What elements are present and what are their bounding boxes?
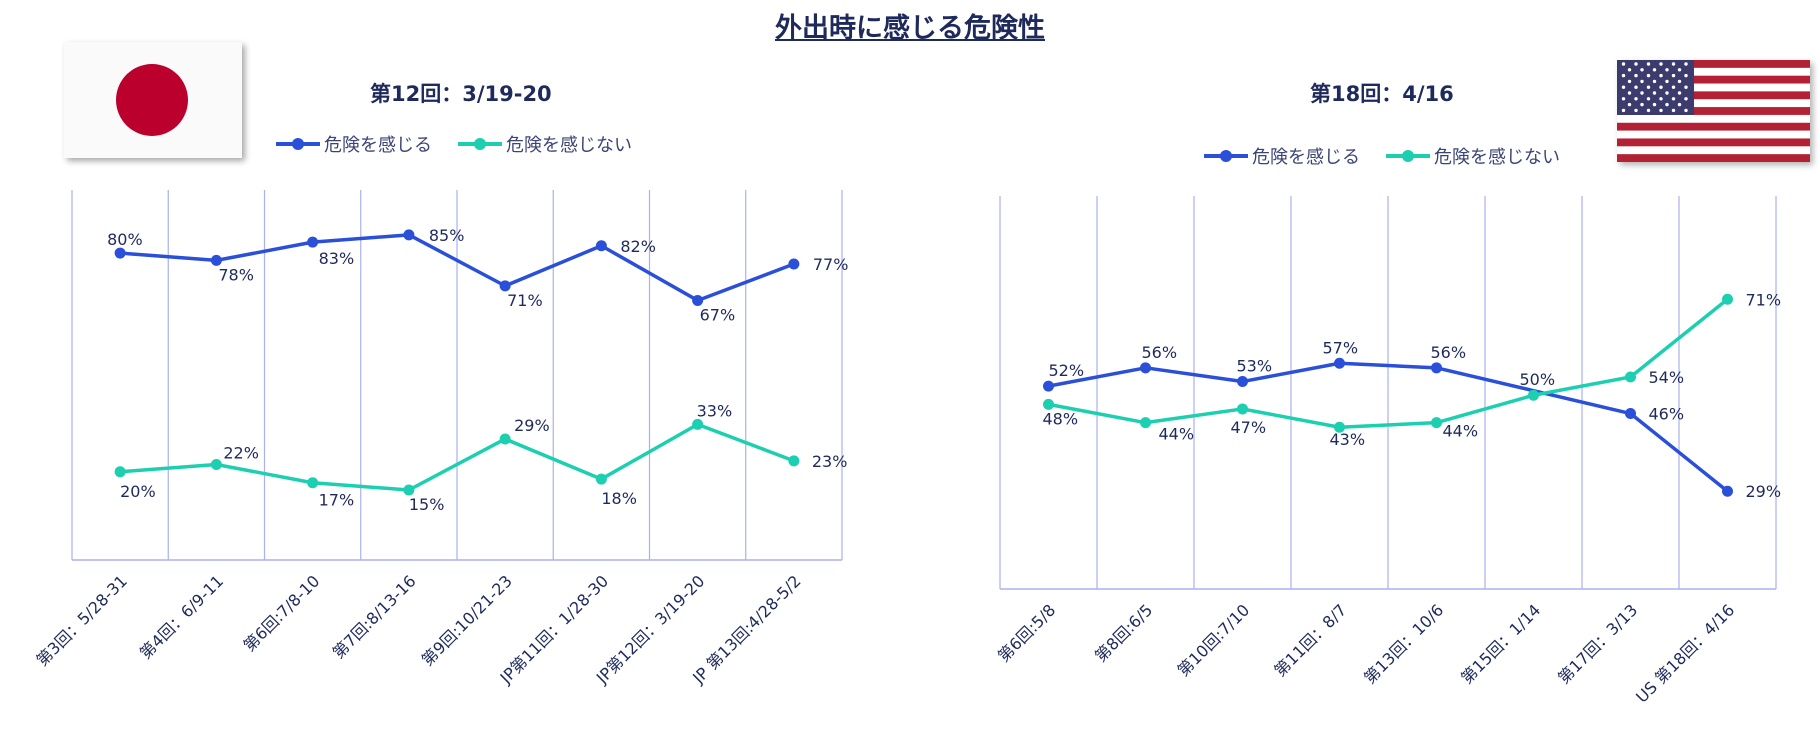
data-label: 71% — [507, 291, 543, 310]
data-label: 80% — [107, 230, 143, 249]
data-label: 56% — [1142, 343, 1178, 362]
data-point — [1140, 417, 1151, 429]
data-point — [1722, 485, 1733, 497]
x-tick-label: US 第18回：4/16 — [1632, 600, 1738, 706]
legend-item-no-danger: 危険を感じない — [1386, 143, 1560, 169]
legend-us: 危険を感じる 危険を感じない — [1204, 143, 1586, 169]
data-point — [403, 229, 415, 241]
data-point — [114, 247, 126, 259]
data-label: 85% — [429, 226, 465, 245]
data-label: 53% — [1237, 357, 1273, 376]
data-point — [1625, 371, 1636, 383]
data-point — [210, 254, 222, 266]
data-label: 83% — [319, 249, 355, 268]
data-label: 15% — [409, 495, 445, 514]
main-title: 外出時に感じる危険性 — [775, 13, 1045, 44]
legend-item-danger: 危険を感じる — [276, 131, 432, 157]
data-point — [788, 258, 800, 270]
legend-label-danger: 危険を感じる — [324, 135, 432, 156]
data-point — [499, 433, 511, 445]
legend-label-no-danger: 危険を感じない — [506, 135, 632, 156]
x-tick-label: 第8回:6/5 — [1091, 600, 1156, 665]
data-point — [210, 458, 222, 470]
series-line-no-danger — [1048, 297, 1729, 429]
x-tick-label: 第6回:5/8 — [994, 600, 1059, 665]
data-label: 18% — [601, 489, 637, 508]
x-tick-label: 第17回：3/13 — [1554, 600, 1641, 687]
legend-swatch-danger — [1204, 150, 1248, 162]
data-label: 77% — [813, 255, 849, 274]
data-label: 33% — [697, 401, 733, 420]
data-point — [1334, 357, 1345, 369]
data-point — [1431, 417, 1442, 429]
legend-swatch-no-danger — [1386, 150, 1430, 162]
legend-swatch-no-danger — [458, 138, 502, 150]
x-tick-label: 第15回：1/14 — [1457, 600, 1544, 687]
japan-flag-icon — [64, 42, 242, 158]
legend-swatch-danger — [276, 138, 320, 150]
data-point — [1237, 403, 1248, 415]
legend-label-no-danger: 危険を感じない — [1434, 147, 1560, 168]
data-point — [1625, 408, 1636, 420]
legend-item-danger: 危険を感じる — [1204, 143, 1360, 169]
data-label: 17% — [319, 491, 355, 510]
data-point — [499, 280, 511, 292]
data-point — [692, 418, 704, 430]
data-label: 71% — [1746, 290, 1782, 309]
data-point — [1334, 421, 1345, 433]
data-label: 54% — [1649, 368, 1685, 387]
data-label: 82% — [620, 237, 656, 256]
data-label: 50% — [1520, 370, 1556, 389]
data-point — [595, 473, 607, 485]
legend-item-no-danger: 危険を感じない — [458, 131, 632, 157]
data-point — [1140, 362, 1151, 374]
data-point — [114, 466, 126, 478]
data-point — [692, 294, 704, 306]
data-label: 29% — [514, 416, 550, 435]
chart-title-us: 第18回：4/16 — [1310, 82, 1454, 106]
chart-title-japan: 第12回：3/19-20 — [370, 82, 552, 106]
data-point — [1722, 293, 1733, 305]
series-line-danger — [119, 233, 795, 303]
data-label: 44% — [1159, 425, 1195, 444]
x-tick-label: 第13回：10/6 — [1360, 600, 1447, 687]
data-label: 29% — [1746, 482, 1782, 501]
data-point — [403, 484, 415, 496]
data-point — [1528, 389, 1539, 401]
data-label: 46% — [1649, 405, 1685, 424]
data-label: 44% — [1443, 422, 1479, 441]
data-point — [307, 236, 319, 248]
data-point — [1043, 380, 1054, 392]
data-point — [1237, 376, 1248, 388]
data-label: 56% — [1431, 343, 1467, 362]
data-point — [1043, 398, 1054, 410]
data-label: 67% — [700, 305, 736, 324]
data-point — [595, 240, 607, 252]
legend-japan: 危険を感じる 危険を感じない — [276, 131, 658, 157]
data-label: 20% — [120, 482, 156, 501]
data-point — [788, 455, 800, 467]
series-line-no-danger — [119, 422, 795, 492]
data-point — [307, 477, 319, 489]
data-label: 43% — [1330, 430, 1366, 449]
data-label: 57% — [1323, 338, 1359, 357]
data-point — [1431, 362, 1442, 374]
x-tick-label: 第11回：8/7 — [1270, 600, 1350, 680]
data-label: 22% — [223, 443, 259, 462]
legend-label-danger: 危険を感じる — [1252, 147, 1360, 168]
data-label: 48% — [1043, 409, 1079, 428]
us-flag-icon — [1617, 60, 1810, 162]
x-tick-label: 第10回:7/10 — [1174, 600, 1254, 680]
data-label: 47% — [1231, 418, 1267, 437]
data-label: 78% — [218, 265, 254, 284]
data-label: 23% — [812, 452, 848, 471]
data-label: 52% — [1049, 361, 1085, 380]
